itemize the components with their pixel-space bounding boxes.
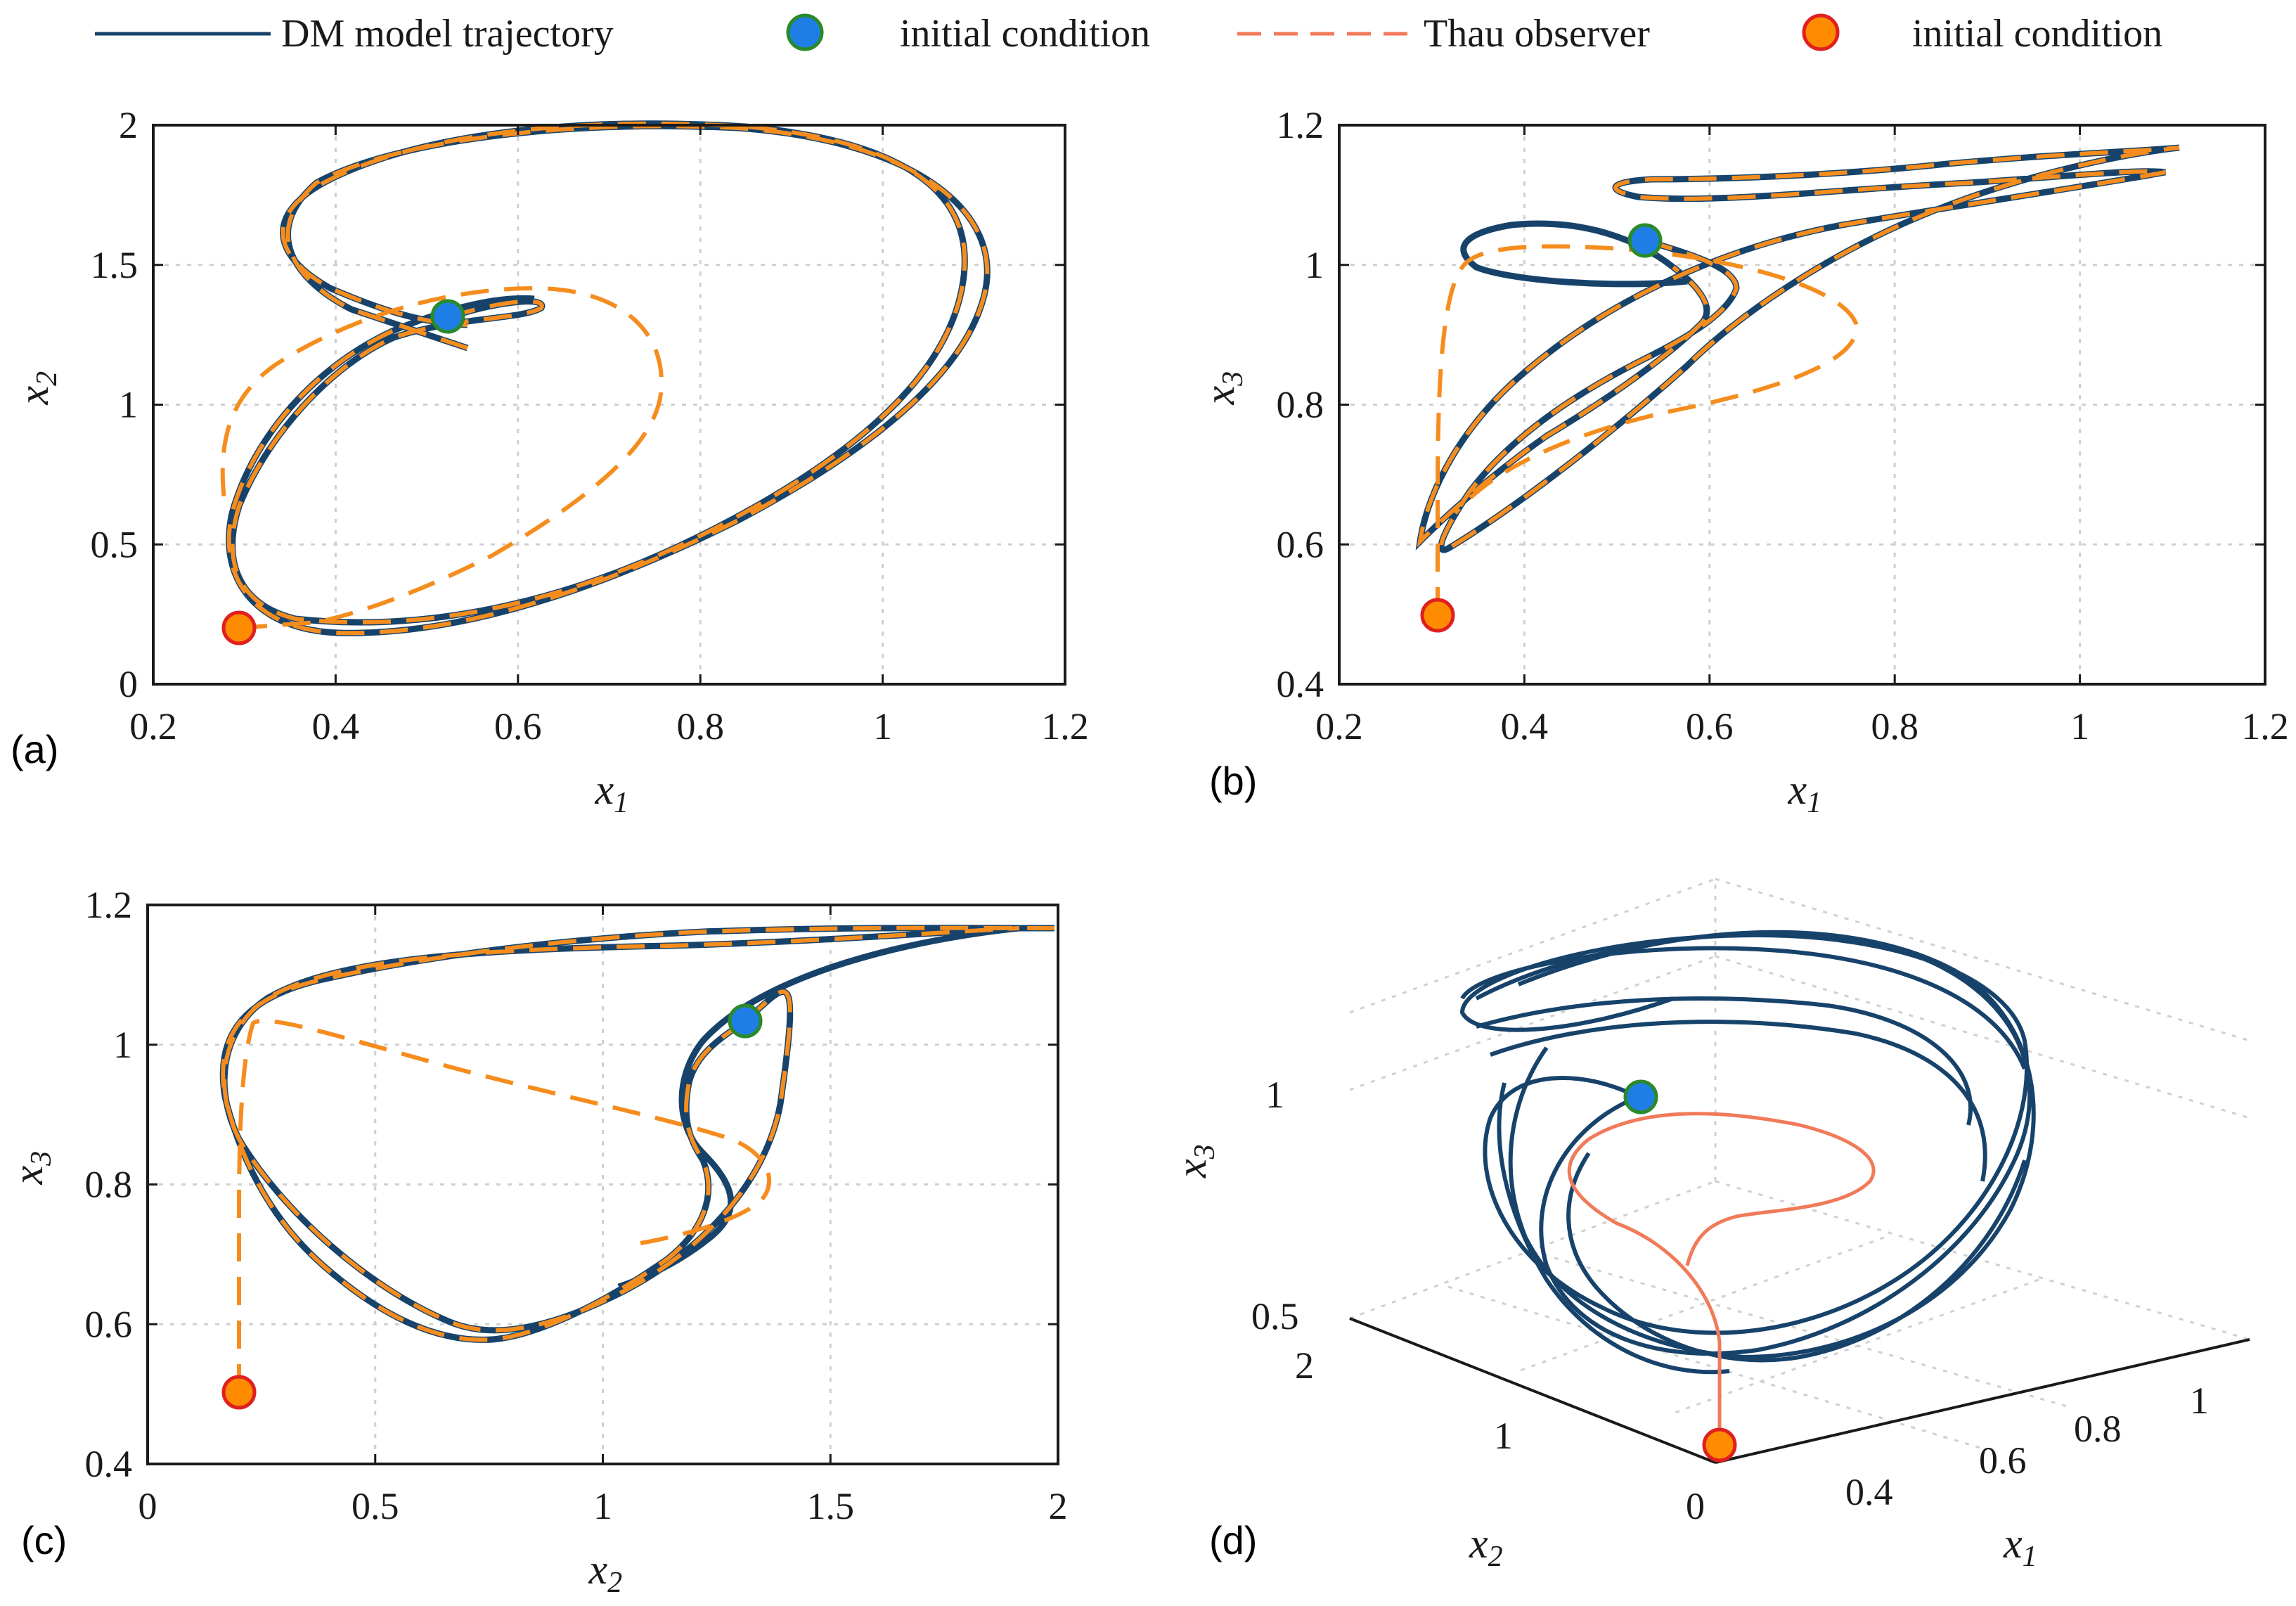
x-axis-label: x1 <box>595 766 629 819</box>
panel-d-model-trajectory <box>1459 930 2036 1375</box>
panel-d-x2-tick-2: 2 <box>1295 1344 1314 1387</box>
panel-d-letter: (d) <box>1209 1518 1257 1562</box>
legend-model-label: DM model trajectory <box>281 12 614 56</box>
y-tick-label: 0.8 <box>1277 384 1324 426</box>
panel-b-letter: (b) <box>1209 759 1257 803</box>
panel-a-observer-ic-marker <box>221 610 257 645</box>
y-tick-label: 2 <box>119 104 138 146</box>
x-tick-label: 0.2 <box>129 705 177 747</box>
x-tick-label: 2 <box>1049 1485 1068 1527</box>
x-tick-label: 0.8 <box>676 705 724 747</box>
panel-a-model-ic-marker <box>430 299 465 334</box>
x-axis-label: x2 <box>588 1546 623 1599</box>
legend-observer-ic-marker <box>1802 13 1840 51</box>
x-tick-label: 0.5 <box>352 1485 399 1527</box>
x-tick-label: 1 <box>593 1485 612 1527</box>
y-tick-label: 1.5 <box>91 244 138 286</box>
panel-b-observer-ic-marker <box>1420 598 1455 633</box>
x-tick-label: 1 <box>2070 705 2089 747</box>
panel-a-letter: (a) <box>11 727 58 771</box>
y-axis-label: x2 <box>11 371 63 406</box>
panel-d-model-ic-marker <box>1623 1079 1658 1114</box>
panel-c-observer-trajectory <box>221 925 1055 1392</box>
x-tick-label: 0.6 <box>494 705 542 747</box>
y-tick-label: 0.6 <box>1277 523 1324 565</box>
y-tick-label: 1.2 <box>85 884 133 926</box>
panel-d-xlabel: x1 <box>2003 1520 2037 1573</box>
panel-a-model-trajectory <box>226 120 991 636</box>
panel-d-observer-trajectory <box>1567 1112 1876 1445</box>
x-tick-label: 1.2 <box>2241 705 2289 747</box>
x-tick-label: 1 <box>873 705 892 747</box>
x-tick-label: 0.4 <box>1501 705 1549 747</box>
panel-d-axes <box>1349 1317 2250 1464</box>
panel-c-observer-ic-marker <box>221 1375 257 1410</box>
x-tick-label: 0.4 <box>312 705 360 747</box>
panel-d-x3-tick-1: 1 <box>1265 1074 1284 1116</box>
x-tick-label: 0.6 <box>1686 705 1734 747</box>
panel-b-observer-trajectory <box>1417 146 2180 615</box>
panel-d-x1-tick-3: 1 <box>2190 1380 2209 1422</box>
y-tick-label: 0.8 <box>85 1164 133 1206</box>
x-tick-label: 0.2 <box>1315 705 1363 747</box>
panel-c-model-ic-marker <box>728 1003 763 1039</box>
panel-a-observer-trajectory <box>220 121 990 636</box>
panel-d-x1-tick-0: 0.4 <box>1845 1471 1893 1513</box>
panel-d: 1 0.5 2 1 0 0.4 0.6 0.8 1 x3 x2 x1 <box>1168 878 2250 1573</box>
y-tick-label: 0.4 <box>1277 663 1324 705</box>
x-tick-label: 1.5 <box>807 1485 855 1527</box>
panel-c-letter: (c) <box>21 1518 67 1562</box>
legend-observer-label: Thau observer <box>1424 12 1650 56</box>
y-tick-label: 1 <box>113 1024 132 1066</box>
panel-b-grid <box>1339 125 2265 684</box>
panel-d-observer-ic-marker <box>1702 1427 1737 1463</box>
y-axis-label: x3 <box>1197 371 1249 406</box>
panel-a-grid <box>153 125 1065 684</box>
legend-observer-ic-label: initial condition <box>1912 12 2162 56</box>
x-tick-label: 0.8 <box>1871 705 1918 747</box>
panel-b-model-ic-marker <box>1627 223 1663 258</box>
legend-model-ic-label: initial condition <box>900 12 1150 56</box>
panel-c-grid <box>148 905 1058 1464</box>
panel-d-x3-tick-0: 0.5 <box>1251 1295 1299 1337</box>
panel-d-ylabel: x2 <box>1469 1520 1503 1573</box>
y-tick-label: 0.4 <box>85 1443 133 1485</box>
panel-c: 0 0.5 1 1.5 2 0.4 0.6 0.8 1 1.2 x2 x3 <box>5 884 1068 1599</box>
x-tick-label: 0 <box>138 1485 157 1527</box>
panel-d-x2-tick-1: 1 <box>1494 1415 1513 1457</box>
x-tick-label: 1.2 <box>1041 705 1089 747</box>
y-tick-label: 1.2 <box>1277 104 1324 146</box>
y-tick-label: 0 <box>119 663 138 705</box>
y-tick-label: 1 <box>119 384 138 426</box>
y-tick-label: 0.6 <box>85 1303 133 1345</box>
legend: DM model trajectory initial condition Th… <box>95 12 2162 56</box>
panel-d-x2-tick-0: 0 <box>1686 1485 1705 1527</box>
y-tick-label: 0.5 <box>91 523 138 565</box>
panel-a: 0.2 0.4 0.6 0.8 1 1.2 0 0.5 1 1.5 2 x1 x2 <box>11 104 1089 819</box>
panel-d-x1-tick-1: 0.6 <box>1979 1439 2027 1482</box>
x-axis-label: x1 <box>1788 766 1822 819</box>
legend-model-ic-marker <box>786 13 824 51</box>
panel-d-zlabel: x3 <box>1168 1144 1221 1178</box>
panel-d-x1-tick-2: 0.8 <box>2074 1408 2122 1450</box>
y-axis-label: x3 <box>5 1151 58 1186</box>
y-tick-label: 1 <box>1305 244 1324 286</box>
